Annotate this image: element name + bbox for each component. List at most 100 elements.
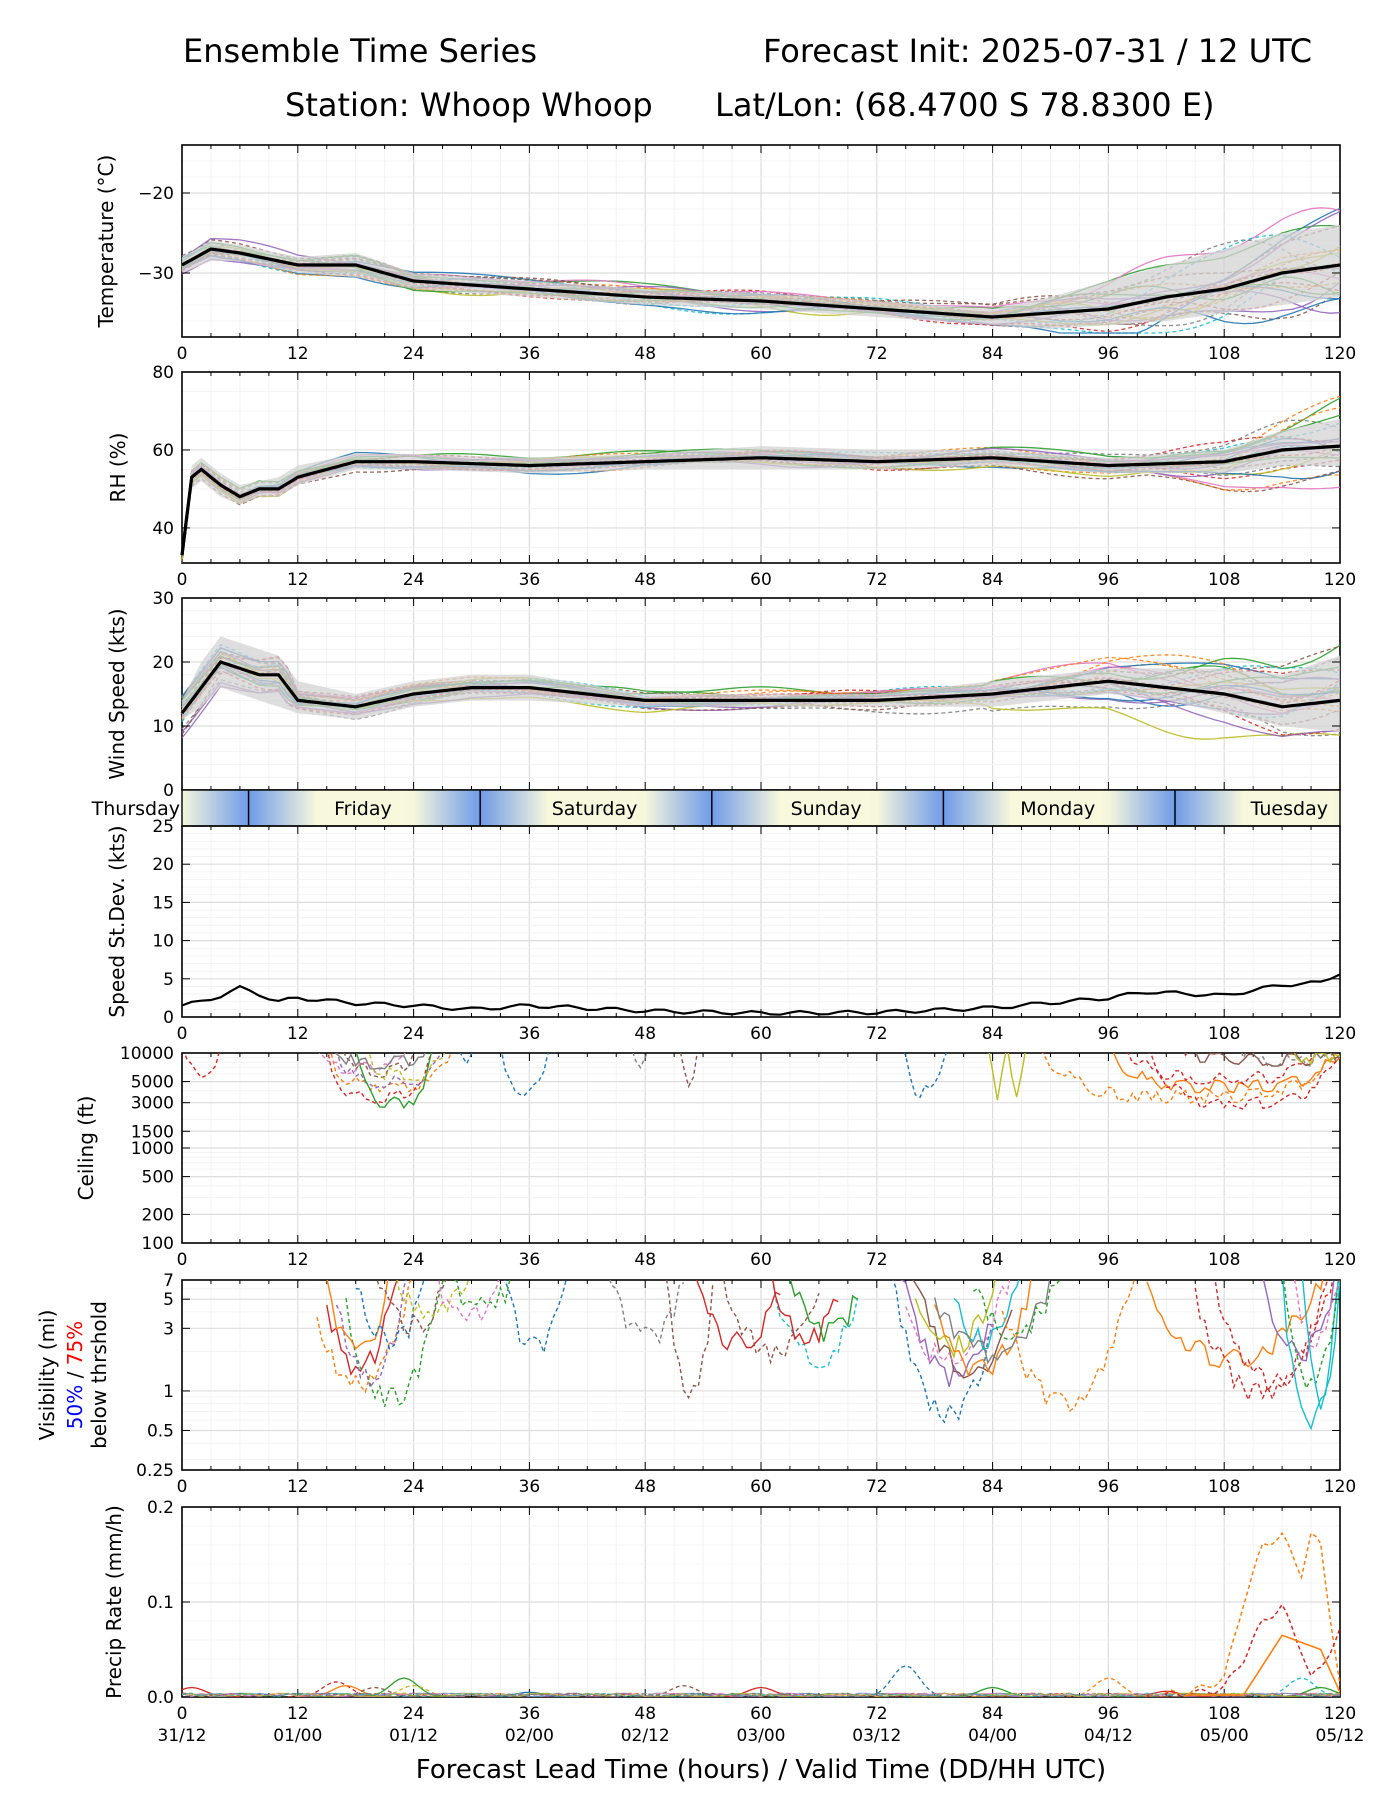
x-tick-label: 12 <box>287 570 309 590</box>
x-tick-label: 60 <box>750 570 772 590</box>
y-tick-label: 5 <box>163 1290 174 1310</box>
ceiling-member-line <box>1148 1053 1340 1111</box>
y-tick-label: 100 <box>142 1234 174 1254</box>
precip-members <box>182 1531 1340 1697</box>
valid-time-label: 05/00 <box>1200 1726 1249 1746</box>
y-axis-label: Ceiling (ft) <box>74 1096 98 1201</box>
y-tick-label: 1000 <box>131 1139 174 1159</box>
y-tick-label: 40 <box>152 519 174 539</box>
x-tick-label: 84 <box>982 570 1004 590</box>
visibility-member-line <box>1262 1280 1335 1362</box>
wind-mean-line <box>180 660 1341 715</box>
x-tick-label: 12 <box>287 1250 309 1270</box>
y-axis-label: Temperature (°C) <box>94 155 118 329</box>
x-tick-label: 0 <box>177 344 188 364</box>
y-tick-label: 25 <box>152 817 174 837</box>
station-name: Station: Whoop Whoop <box>285 86 653 124</box>
y-tick-label: 20 <box>152 653 174 673</box>
wind-panel: 30 20 10 0 Wind Speed (kts) <box>105 589 1341 801</box>
visibility-members <box>316 1280 1340 1431</box>
valid-time-label: 04/12 <box>1084 1726 1133 1746</box>
y-tick-label: 0.25 <box>136 1461 174 1481</box>
ensemble-member-line <box>181 654 1341 719</box>
ceiling-member-line <box>336 1053 442 1089</box>
x-tick-label: 84 <box>982 1704 1004 1724</box>
ensemble-member-line <box>181 458 1341 564</box>
x-tick-label: 108 <box>1208 570 1240 590</box>
ceiling-members <box>183 1053 1340 1111</box>
x-tick-label: 48 <box>634 1704 656 1724</box>
day-night-gradient <box>182 790 1340 826</box>
y-axis-label: Speed St.Dev. (kts) <box>105 825 129 1017</box>
x-tick-label: 108 <box>1208 1704 1240 1724</box>
visibility-member-line <box>1001 1280 1135 1413</box>
valid-time-label: 05/12 <box>1316 1726 1365 1746</box>
x-tick-label: 96 <box>1098 1024 1120 1044</box>
x-tick-label: 72 <box>866 1024 888 1044</box>
visibility-member-line <box>355 1280 425 1350</box>
x-tick-label: 24 <box>403 344 425 364</box>
x-tick-label: 96 <box>1098 1704 1120 1724</box>
ceiling-member-line <box>335 1053 426 1070</box>
x-tick-label: 36 <box>519 1477 541 1497</box>
y-tick-label: 5000 <box>131 1073 174 1093</box>
stdev-line <box>181 973 1341 1016</box>
precip-member-line <box>1146 1531 1340 1697</box>
x-tick-label: 120 <box>1324 1024 1356 1044</box>
visibility-member-line <box>789 1280 858 1342</box>
valid-time-label: 02/12 <box>621 1726 670 1746</box>
x-tick-label: 48 <box>634 1477 656 1497</box>
visibility-member-line <box>1214 1280 1334 1393</box>
valid-time-label: 04/00 <box>968 1726 1017 1746</box>
visibility-member-line <box>972 1280 1061 1340</box>
x-tick-label: 36 <box>519 570 541 590</box>
visibility-member-line <box>326 1280 398 1376</box>
ceiling-member-line <box>1240 1053 1340 1067</box>
x-tick-label: 120 <box>1324 344 1356 364</box>
y-tick-label: 3 <box>163 1319 174 1339</box>
y-tick-label: 60 <box>152 441 174 461</box>
ceiling-member-line <box>1127 1053 1317 1085</box>
visibility-member-line <box>438 1280 500 1323</box>
y-tick-label: 0 <box>163 1008 174 1028</box>
y-tick-label: 1 <box>163 1382 174 1402</box>
x-tick-label: 36 <box>519 344 541 364</box>
y-tick-label: 5 <box>163 970 174 990</box>
ceiling-member-line <box>988 1053 1007 1101</box>
x-axis-label: Forecast Lead Time (hours) / Valid Time … <box>416 1755 1106 1785</box>
temperature-spread-band <box>182 225 1340 329</box>
y-tick-label: 0.2 <box>147 1498 174 1518</box>
x-tick-label: 120 <box>1324 570 1356 590</box>
visibility-member-line <box>953 1280 1020 1351</box>
visibility-member-line <box>1302 1280 1340 1410</box>
ceiling-member-line <box>459 1053 473 1066</box>
valid-time-label: 01/00 <box>273 1726 322 1746</box>
y-tick-label: 10 <box>152 932 174 952</box>
x-tick-label: 84 <box>982 1024 1004 1044</box>
visibility-member-line <box>914 1280 996 1359</box>
x-tick-label: 60 <box>750 1024 772 1044</box>
x-tick-label: 24 <box>403 1024 425 1044</box>
station-latlon: Lat/Lon: (68.4700 S 78.8300 E) <box>715 86 1215 124</box>
rh-panel: 80 60 40 0 12 24 36 48 60 72 84 96 108 120 RH (%) <box>106 363 1356 590</box>
y-tick-label: 0.5 <box>147 1421 174 1441</box>
title-left: Ensemble Time Series <box>183 32 537 70</box>
x-tick-label: 48 <box>634 1250 656 1270</box>
precip-member-line <box>1146 1603 1340 1697</box>
y-tick-label: −20 <box>138 184 174 204</box>
y-tick-label: 3000 <box>131 1094 174 1114</box>
ceiling-member-line <box>632 1053 648 1070</box>
y-tick-label: 80 <box>152 363 174 383</box>
ceiling-member-line <box>318 1053 406 1075</box>
ceiling-member-line <box>1293 1053 1340 1066</box>
x-tick-label: 72 <box>866 1250 888 1270</box>
x-tick-label: 48 <box>634 344 656 364</box>
x-tick-label: 84 <box>982 344 1004 364</box>
y-tick-label: 0 <box>163 781 174 801</box>
x-tick-label: 120 <box>1324 1477 1356 1497</box>
ceiling-member-line <box>679 1053 698 1089</box>
x-tick-label: 96 <box>1098 570 1120 590</box>
y-tick-label: 500 <box>142 1168 174 1188</box>
x-tick-label: 0 <box>177 1250 188 1270</box>
